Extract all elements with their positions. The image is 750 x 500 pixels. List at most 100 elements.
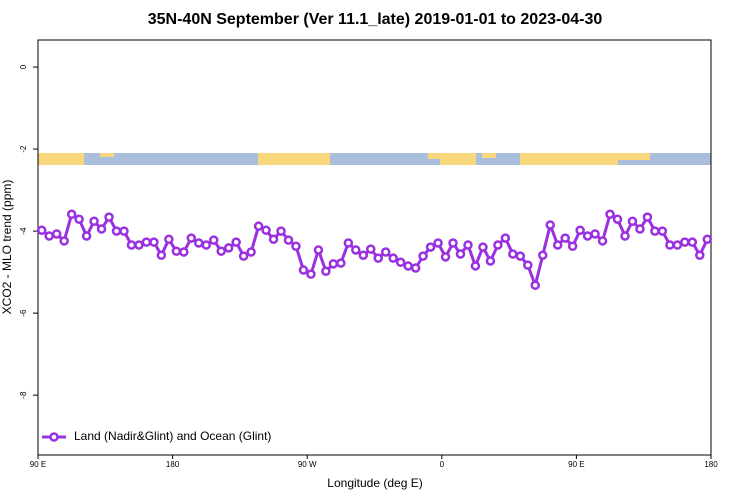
data-point (440, 252, 451, 262)
data-point (695, 250, 705, 261)
data-point (597, 236, 608, 246)
data-point (238, 251, 249, 261)
data-point (306, 269, 316, 279)
data-point (455, 249, 466, 259)
data-point (194, 238, 204, 248)
data-point (156, 250, 167, 261)
y-tick-label: -4 (19, 227, 28, 235)
x-tick-label: 0 (440, 460, 445, 469)
data-point (246, 247, 256, 257)
data-point (567, 241, 578, 252)
data-point (612, 214, 623, 224)
data-point (261, 225, 271, 236)
data-point (373, 253, 383, 263)
data-point (44, 231, 54, 241)
data-point (433, 238, 443, 248)
x-tick-label: 180 (704, 460, 718, 469)
data-point (164, 234, 174, 245)
data-point (179, 247, 189, 257)
data-point (680, 237, 690, 247)
data-point (620, 231, 630, 241)
data-point (201, 240, 211, 250)
data-point (552, 240, 563, 250)
data-point (523, 260, 533, 270)
data-point (66, 209, 77, 220)
data-point (186, 233, 197, 243)
data-point (635, 224, 645, 234)
data-point (51, 229, 62, 239)
data-point (493, 240, 503, 250)
data-point (403, 261, 413, 271)
x-tick-label: 180 (166, 460, 180, 469)
data-point (313, 245, 324, 255)
data-point (89, 216, 99, 227)
plot-frame (37, 39, 712, 456)
data-point (298, 265, 309, 275)
data-point (171, 246, 182, 256)
data-point (650, 226, 660, 236)
data-point (351, 245, 361, 255)
data-point (216, 246, 226, 256)
data-point (642, 212, 653, 222)
data-point (291, 241, 301, 252)
data-point (96, 224, 107, 234)
data-point (223, 243, 234, 253)
data-point (605, 209, 615, 220)
data-point (590, 229, 600, 239)
y-axis-label: XCO2 - MLO trend (ppm) (0, 180, 14, 315)
x-tick-label: 90 E (568, 460, 584, 469)
data-point (276, 226, 286, 236)
data-point (582, 231, 593, 241)
data-point (104, 212, 114, 222)
data-point (470, 261, 481, 271)
data-point (321, 266, 331, 277)
y-tick-label: 0 (19, 64, 28, 69)
data-point (59, 236, 69, 246)
data-point (74, 214, 84, 224)
x-axis-label: Longitude (deg E) (327, 476, 422, 490)
data-point (410, 263, 421, 273)
data-point (665, 240, 675, 250)
data-point (418, 251, 428, 261)
data-point (380, 247, 391, 257)
data-point (328, 259, 339, 269)
data-point (268, 234, 279, 245)
data-point (366, 244, 376, 254)
data-point (530, 280, 541, 290)
data-point (358, 250, 369, 261)
data-point (81, 231, 92, 241)
x-tick-label: 90 W (298, 460, 317, 469)
land-ocean-strip (38, 153, 711, 165)
x-tick-label: 90 E (30, 460, 46, 469)
chart-title: 35N-40N September (Ver 11.1_late) 2019-0… (148, 11, 603, 28)
data-point (343, 238, 354, 248)
data-point (126, 240, 137, 250)
y-tick-label: -6 (19, 309, 28, 317)
data-point (141, 237, 152, 247)
data-point (463, 240, 473, 250)
data-point (575, 225, 585, 236)
data-point (336, 258, 346, 268)
data-point (538, 250, 548, 261)
data-point (36, 225, 47, 236)
data-point (231, 237, 241, 247)
data-point (687, 237, 698, 247)
data-point (283, 235, 294, 245)
legend-label: Land (Nadir&Glint) and Ocean (Glint) (74, 429, 271, 443)
data-point (627, 216, 638, 227)
data-point (208, 235, 219, 245)
y-tick-label: -8 (19, 391, 28, 399)
data-point (478, 242, 488, 252)
data-point (111, 226, 122, 236)
data-point (485, 256, 496, 266)
data-point (560, 233, 570, 243)
data-point (657, 226, 668, 236)
data-point (508, 249, 518, 259)
data-point (119, 226, 129, 236)
data-point (253, 221, 264, 231)
data-point (515, 251, 526, 261)
y-tick-label: -2 (19, 145, 28, 153)
data-point (395, 257, 406, 268)
data-point (134, 240, 144, 250)
